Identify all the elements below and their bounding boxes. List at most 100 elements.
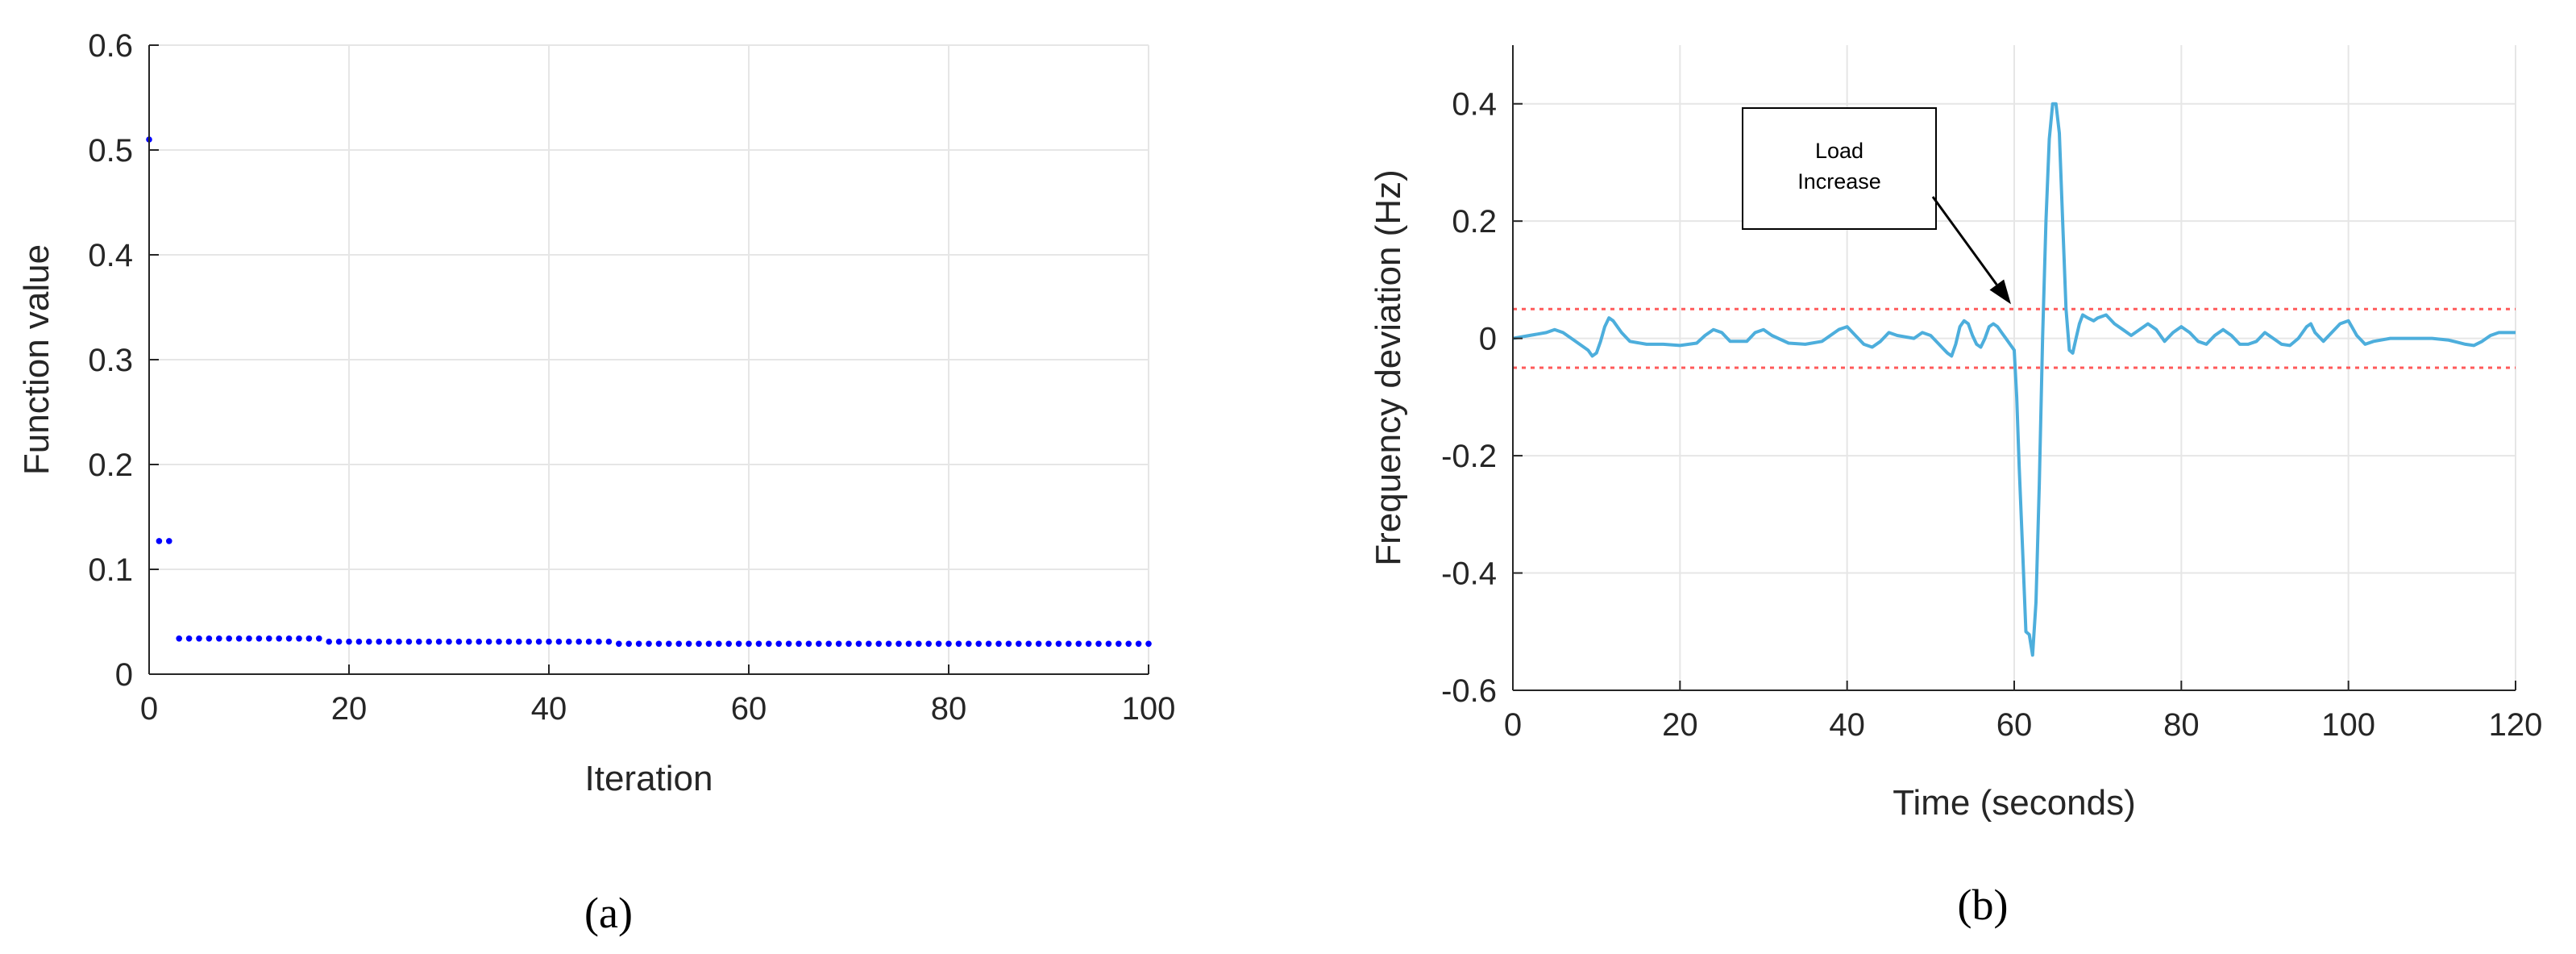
data-point [176, 635, 182, 642]
data-point [435, 638, 442, 645]
data-point [935, 640, 942, 648]
data-point [156, 538, 163, 544]
x-axis-title-b: Time (seconds) [1893, 783, 2136, 823]
data-point [685, 640, 692, 648]
panel-a: 0 20 40 60 80 100 0 0.1 0.2 0.3 0.4 0.5 0.6 Iteratio… [17, 28, 1175, 937]
y-tick-label-b: -0.2 [1441, 439, 1497, 474]
data-point [366, 638, 372, 645]
data-point [426, 638, 432, 645]
data-point [1105, 640, 1112, 648]
data-point [206, 635, 213, 642]
data-point [746, 640, 752, 648]
data-points-a [146, 136, 1152, 648]
data-point [596, 638, 602, 645]
x-tick-label-a: 40 [531, 691, 567, 727]
callout-line-2: Increase [1797, 169, 1881, 194]
data-point [1145, 640, 1152, 648]
y-tick-label-a: 0.4 [88, 238, 133, 273]
data-point [335, 638, 343, 645]
x-tick-label-a: 0 [140, 691, 158, 727]
data-point [1095, 640, 1102, 648]
data-point [505, 638, 513, 645]
x-tick-label-b: 100 [2321, 707, 2375, 743]
data-point [535, 638, 542, 645]
data-point [235, 635, 243, 642]
data-point [1075, 640, 1082, 648]
data-point [975, 640, 982, 648]
data-point [316, 635, 322, 642]
y-tick-label-a: 0 [115, 657, 133, 693]
data-point [1135, 640, 1142, 648]
data-point [285, 635, 293, 642]
data-point [625, 640, 632, 648]
y-tick-label-a: 0.1 [88, 552, 133, 588]
grid-a [148, 44, 1149, 675]
data-point [895, 640, 902, 648]
data-point [605, 638, 613, 645]
data-point [485, 638, 492, 645]
data-point [666, 640, 672, 648]
data-point [466, 638, 472, 645]
y-tick-label-a: 0.5 [88, 133, 133, 169]
data-point [405, 638, 413, 645]
y-tick-label-a: 0.6 [88, 28, 133, 64]
data-point [546, 638, 552, 645]
y-tick-label-b: -0.6 [1441, 673, 1497, 709]
data-point [705, 640, 713, 648]
data-point [855, 640, 862, 648]
data-point [196, 635, 202, 642]
tick-labels-b: 0 20 40 60 80 100 120 -0.6 -0.4 -0.2 0 0.2 0.4 [1441, 87, 2542, 743]
data-point [1016, 640, 1022, 648]
x-tick-label-b: 60 [1996, 707, 2033, 743]
data-point [585, 638, 592, 645]
data-point [825, 640, 832, 648]
data-point [1045, 640, 1052, 648]
y-axis-title-a: Function value [17, 244, 56, 475]
data-point [995, 640, 1002, 648]
data-point [785, 640, 792, 648]
y-tick-label-b: 0.4 [1452, 87, 1497, 123]
data-point [835, 640, 842, 648]
data-point [655, 640, 663, 648]
threshold-lines-b [1513, 307, 2516, 369]
data-point [346, 638, 352, 645]
data-point [385, 638, 393, 645]
data-point [796, 640, 802, 648]
data-point [376, 638, 383, 645]
data-point [516, 638, 522, 645]
data-point [716, 640, 722, 648]
data-point [735, 640, 742, 648]
y-tick-label-b: 0 [1479, 322, 1497, 357]
x-tick-label-a: 20 [331, 691, 368, 727]
panel-b: 0 20 40 60 80 100 120 -0.6 -0.4 -0.2 0 0.2 0.4 Load … [1369, 45, 2542, 929]
data-point [816, 640, 822, 648]
data-point [555, 638, 563, 645]
x-tick-label-a: 80 [931, 691, 967, 727]
data-point [985, 640, 992, 648]
data-point [355, 638, 363, 645]
x-tick-label-a: 100 [1122, 691, 1176, 727]
data-point [216, 635, 222, 642]
data-point [846, 640, 852, 648]
data-point [1055, 640, 1062, 648]
data-point [446, 638, 452, 645]
data-point [866, 640, 872, 648]
data-point [966, 640, 972, 648]
y-tick-label-a: 0.3 [88, 343, 133, 378]
data-point [1005, 640, 1012, 648]
data-point [875, 640, 882, 648]
y-tick-label-b: 0.2 [1452, 204, 1497, 240]
data-point [905, 640, 912, 648]
axes-a [148, 44, 1149, 675]
panel-label-a: (a) [584, 889, 633, 937]
data-point [916, 640, 922, 648]
x-tick-label-b: 40 [1829, 707, 1865, 743]
data-point [496, 638, 502, 645]
y-tick-label-a: 0.2 [88, 448, 133, 483]
data-point [455, 638, 463, 645]
panel-label-b: (b) [1958, 881, 2009, 929]
data-point [1085, 640, 1092, 648]
x-tick-label-b: 120 [2489, 707, 2543, 743]
data-point [296, 635, 302, 642]
